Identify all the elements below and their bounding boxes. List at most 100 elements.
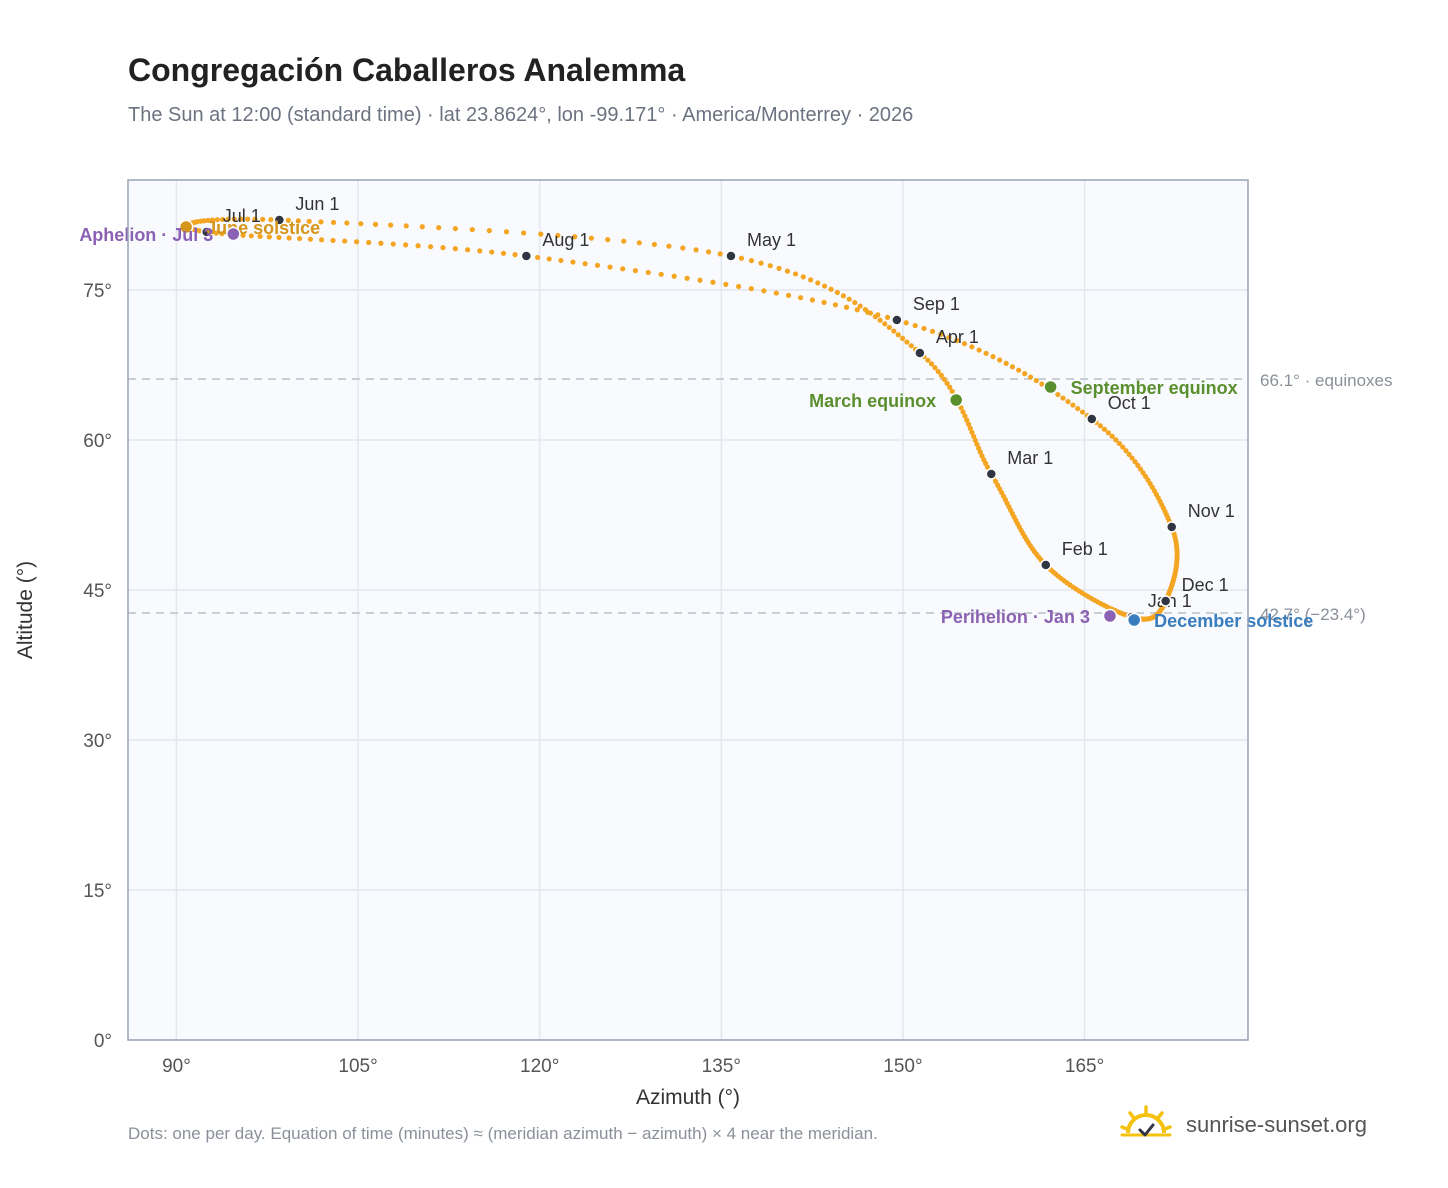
daily-dot bbox=[969, 429, 975, 435]
daily-dot bbox=[225, 216, 231, 222]
daily-dot bbox=[680, 245, 686, 251]
daily-dot bbox=[723, 281, 729, 287]
daily-dot bbox=[1009, 364, 1016, 370]
month-label: Jul 1 bbox=[223, 206, 261, 226]
footnote: Dots: one per day. Equation of time (min… bbox=[128, 1124, 878, 1143]
daily-dot bbox=[671, 273, 677, 279]
month-marker bbox=[1086, 413, 1098, 425]
daily-dot bbox=[306, 218, 312, 224]
daily-dot bbox=[477, 248, 483, 254]
daily-dot bbox=[969, 344, 975, 350]
daily-dot bbox=[344, 220, 350, 226]
daily-dot bbox=[1132, 459, 1138, 465]
daily-dot bbox=[1140, 470, 1146, 476]
daily-dot bbox=[1129, 455, 1135, 461]
month-marker bbox=[985, 468, 998, 480]
daily-dot bbox=[572, 234, 578, 240]
daily-dot bbox=[693, 247, 699, 253]
y-tick-label: 45° bbox=[83, 581, 112, 602]
month-label: Sep 1 bbox=[913, 294, 960, 314]
daily-dot bbox=[1079, 409, 1086, 415]
daily-dot bbox=[440, 245, 446, 251]
daily-dot bbox=[354, 239, 360, 245]
month-label: Feb 1 bbox=[1062, 539, 1108, 559]
daily-dot bbox=[582, 261, 588, 267]
event-marker bbox=[178, 219, 194, 235]
daily-dot bbox=[500, 250, 507, 256]
daily-dot bbox=[705, 249, 712, 255]
daily-dot bbox=[307, 236, 314, 242]
daily-dot bbox=[1039, 381, 1045, 387]
daily-dot bbox=[209, 217, 216, 223]
x-tick-label: 165° bbox=[1065, 1056, 1104, 1077]
daily-dot bbox=[372, 221, 379, 227]
daily-dot bbox=[403, 223, 409, 229]
daily-dot bbox=[636, 240, 642, 246]
daily-dot bbox=[974, 441, 980, 447]
daily-dot bbox=[1070, 402, 1076, 408]
daily-dot bbox=[967, 425, 973, 431]
daily-dot bbox=[960, 409, 966, 415]
daily-dot bbox=[252, 216, 258, 222]
daily-dot bbox=[736, 283, 742, 290]
daily-dot bbox=[238, 216, 244, 222]
daily-dot bbox=[427, 244, 434, 250]
daily-dot bbox=[921, 325, 927, 332]
daily-dot bbox=[1003, 360, 1009, 366]
daily-dot bbox=[976, 347, 982, 353]
brand[interactable]: sunrise-sunset.org bbox=[1120, 1100, 1367, 1150]
daily-dot bbox=[1097, 423, 1103, 429]
daily-dot bbox=[452, 246, 458, 252]
month-marker bbox=[725, 250, 737, 262]
reference-lines: 66.1° · equinoxes 42.7° (−23.4°) bbox=[128, 371, 1393, 624]
daily-dot bbox=[538, 231, 544, 237]
daily-dot bbox=[748, 286, 754, 292]
daily-dot bbox=[792, 271, 799, 277]
daily-dot bbox=[846, 296, 852, 302]
daily-dot bbox=[875, 312, 881, 318]
event-marker bbox=[1126, 612, 1142, 628]
daily-dot bbox=[605, 237, 611, 243]
daily-dot bbox=[954, 337, 960, 344]
daily-dot bbox=[295, 218, 301, 224]
month-marker bbox=[891, 314, 903, 326]
daily-dot bbox=[932, 365, 938, 371]
daily-dot bbox=[231, 216, 237, 222]
daily-dot bbox=[949, 388, 955, 394]
daily-dot bbox=[1101, 426, 1108, 432]
daily-dot bbox=[1105, 430, 1111, 436]
daily-dot bbox=[938, 372, 944, 378]
daily-dot bbox=[912, 322, 918, 329]
daily-dot bbox=[865, 309, 871, 315]
daily-dot bbox=[843, 304, 850, 310]
event-marker bbox=[226, 226, 241, 242]
daily-dot bbox=[1120, 444, 1126, 450]
daily-dot bbox=[607, 264, 613, 270]
brand-name[interactable]: sunrise-sunset.org bbox=[1186, 1112, 1367, 1137]
daily-dot bbox=[972, 437, 978, 443]
daily-dot bbox=[330, 219, 337, 226]
daily-dot bbox=[884, 314, 891, 320]
daily-dot bbox=[758, 260, 764, 266]
month-label: Aug 1 bbox=[542, 230, 589, 250]
daily-dot bbox=[828, 286, 834, 292]
daily-dot bbox=[588, 235, 594, 241]
daily-dot bbox=[219, 231, 225, 237]
daily-dot bbox=[378, 240, 384, 246]
y-tick-label: 15° bbox=[83, 881, 112, 902]
daily-dot bbox=[219, 216, 226, 223]
month-label: Dec 1 bbox=[1182, 575, 1229, 595]
daily-dot bbox=[684, 275, 690, 281]
x-tick-label: 90° bbox=[162, 1056, 191, 1077]
event-label: Aphelion · Jul 3 bbox=[79, 225, 213, 245]
daily-dot bbox=[697, 277, 703, 283]
x-tick-label: 150° bbox=[883, 1056, 922, 1077]
daily-dot bbox=[761, 288, 767, 294]
daily-dot bbox=[489, 249, 495, 255]
daily-dot bbox=[535, 254, 541, 261]
daily-dot bbox=[776, 265, 782, 271]
daily-dot bbox=[330, 237, 336, 244]
daily-dot bbox=[558, 257, 564, 264]
